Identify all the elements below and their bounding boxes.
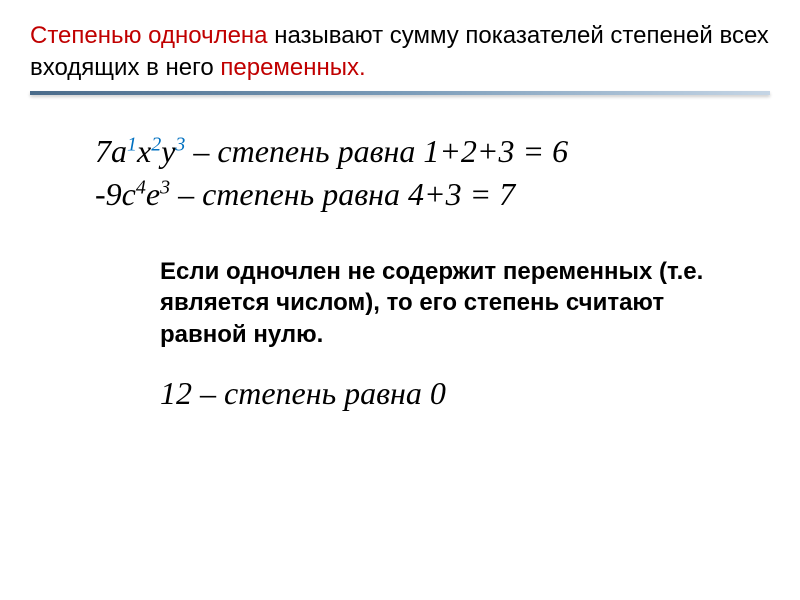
sup-1-3: 3 <box>175 133 185 155</box>
coeff-2: -9c <box>95 176 136 212</box>
bottom-line: 12 – степень равна 0 <box>160 375 770 412</box>
title-red-1: Степенью одночлена <box>30 22 268 49</box>
var-2-2: e <box>146 176 160 212</box>
title-text: Степенью одночлена называют сумму показа… <box>30 20 770 85</box>
bottom-math: 12 – степень равна 0 <box>30 375 770 412</box>
sup-1-2: 2 <box>151 133 161 155</box>
math-section: 7a1x2y3 – степень равна 1+2+3 = 6 -9c4e3… <box>30 130 770 216</box>
sup-1-1: 1 <box>127 133 137 155</box>
title-red-2: переменных. <box>220 54 365 81</box>
var-1-3: y <box>161 133 175 169</box>
text-2: – степень равна 4+3 = 7 <box>170 176 515 212</box>
text-1: – степень равна 1+2+3 = 6 <box>185 133 568 169</box>
bottom-text: – степень равна 0 <box>192 375 446 411</box>
bottom-number: 12 <box>160 375 192 411</box>
math-line-1: 7a1x2y3 – степень равна 1+2+3 = 6 <box>95 130 770 173</box>
note-section: Если одночлен не содержит переменных (т.… <box>30 256 770 350</box>
divider-line <box>30 91 770 95</box>
math-line-2: -9c4e3 – степень равна 4+3 = 7 <box>95 173 770 216</box>
coeff-1: 7a <box>95 133 127 169</box>
var-1-2: x <box>137 133 151 169</box>
sup-2-1: 4 <box>136 176 146 198</box>
sup-2-2: 3 <box>160 176 170 198</box>
note-text: Если одночлен не содержит переменных (т.… <box>160 256 720 350</box>
header-block: Степенью одночлена называют сумму показа… <box>30 20 770 95</box>
